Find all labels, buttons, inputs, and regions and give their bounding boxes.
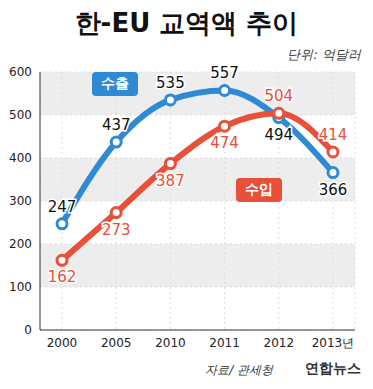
- svg-text:535: 535: [156, 74, 185, 92]
- svg-text:200: 200: [9, 237, 32, 251]
- html-text:자료/ 관세청: 자료/ 관세청: [205, 363, 273, 377]
- html-text:한-EU 교역액 추이: 한-EU 교역액 추이: [74, 8, 299, 38]
- svg-text:504: 504: [264, 87, 293, 105]
- svg-text:0: 0: [24, 323, 32, 337]
- svg-text:437: 437: [102, 116, 131, 134]
- svg-text:400: 400: [9, 151, 32, 165]
- svg-text:2010: 2010: [155, 336, 186, 350]
- svg-text:2012: 2012: [264, 336, 295, 350]
- svg-text:387: 387: [156, 172, 185, 190]
- svg-text:414: 414: [319, 126, 348, 144]
- svg-text:500: 500: [9, 108, 32, 122]
- svg-text:2011: 2011: [209, 336, 240, 350]
- svg-text:2013년: 2013년: [312, 336, 355, 350]
- svg-text:2005: 2005: [101, 336, 132, 350]
- html-text:수입: 수입: [245, 181, 273, 197]
- svg-text:247: 247: [48, 198, 77, 216]
- svg-text:366: 366: [319, 181, 348, 199]
- svg-text:300: 300: [9, 194, 32, 208]
- svg-text:557: 557: [210, 64, 239, 82]
- svg-text:162: 162: [48, 268, 77, 286]
- html-text:수출: 수출: [101, 75, 129, 91]
- html-text:연합뉴스: 연합뉴스: [305, 360, 361, 376]
- svg-text:100: 100: [9, 280, 32, 294]
- svg-text:474: 474: [210, 134, 239, 152]
- svg-text:600: 600: [9, 65, 32, 79]
- svg-text:494: 494: [264, 126, 293, 144]
- svg-text:2000: 2000: [47, 336, 78, 350]
- svg-text:273: 273: [102, 221, 131, 239]
- html-text:단위: 억달러: 단위: 억달러: [287, 47, 361, 62]
